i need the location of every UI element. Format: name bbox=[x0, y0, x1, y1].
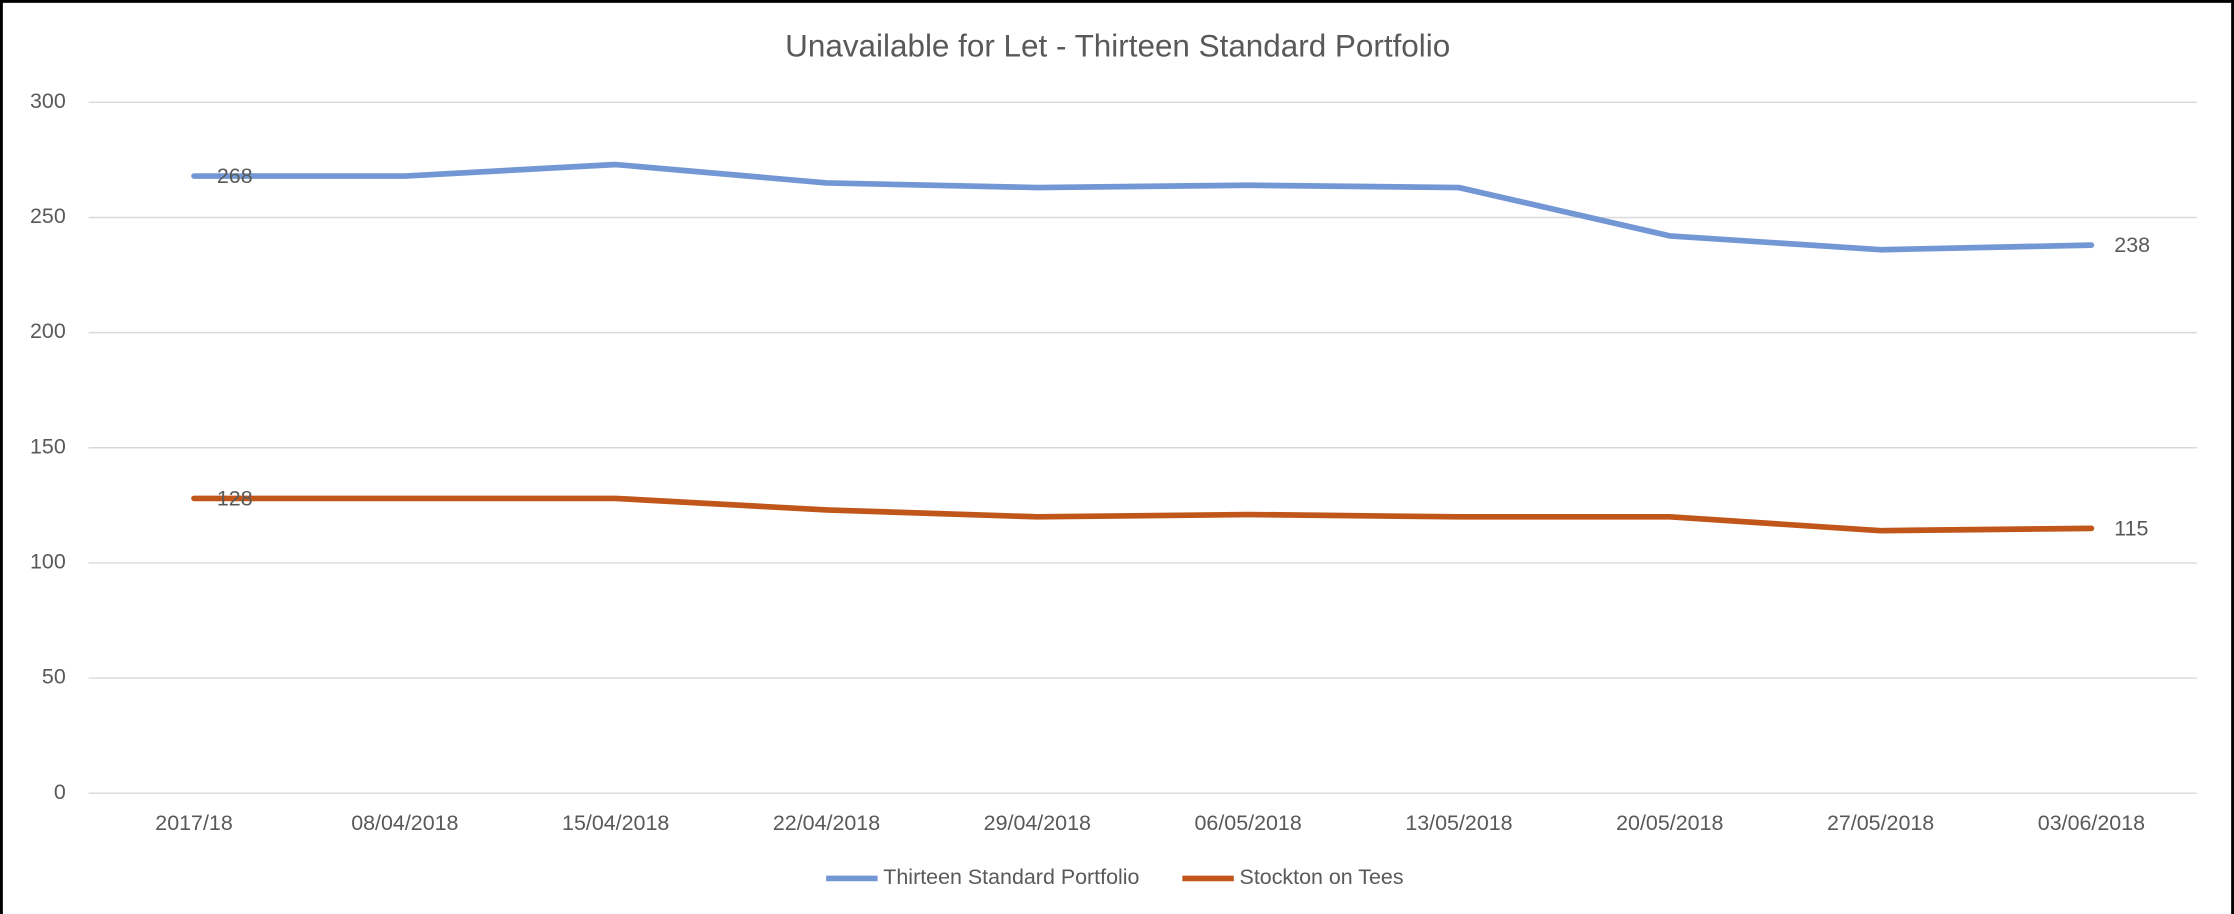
data-label: 115 bbox=[2114, 516, 2148, 540]
y-tick-label: 0 bbox=[54, 780, 66, 804]
x-tick-label: 2017/18 bbox=[155, 811, 232, 835]
x-tick-label: 08/04/2018 bbox=[351, 811, 458, 835]
legend-label: Stockton on Tees bbox=[1240, 865, 1404, 889]
data-label: 238 bbox=[2114, 233, 2150, 257]
x-tick-label: 27/05/2018 bbox=[1827, 811, 1934, 835]
x-tick-label: 03/06/2018 bbox=[2038, 811, 2145, 835]
x-tick-label: 29/04/2018 bbox=[984, 811, 1091, 835]
x-tick-label: 15/04/2018 bbox=[562, 811, 669, 835]
series-line bbox=[191, 495, 2095, 534]
data-label: 128 bbox=[217, 487, 253, 511]
chart-title: Unavailable for Let - Thirteen Standard … bbox=[785, 29, 1450, 64]
series-line bbox=[191, 161, 2095, 253]
y-tick-label: 200 bbox=[30, 319, 66, 343]
y-tick-label: 100 bbox=[30, 550, 66, 574]
x-tick-label: 06/05/2018 bbox=[1194, 811, 1301, 835]
y-tick-label: 300 bbox=[30, 89, 66, 113]
data-label: 268 bbox=[217, 164, 253, 188]
y-tick-label: 250 bbox=[30, 204, 66, 228]
x-tick-label: 20/05/2018 bbox=[1616, 811, 1723, 835]
x-tick-label: 22/04/2018 bbox=[773, 811, 880, 835]
y-tick-label: 150 bbox=[30, 434, 66, 458]
y-tick-label: 50 bbox=[42, 665, 66, 689]
x-tick-label: 13/05/2018 bbox=[1405, 811, 1512, 835]
legend-label: Thirteen Standard Portfolio bbox=[883, 865, 1139, 889]
